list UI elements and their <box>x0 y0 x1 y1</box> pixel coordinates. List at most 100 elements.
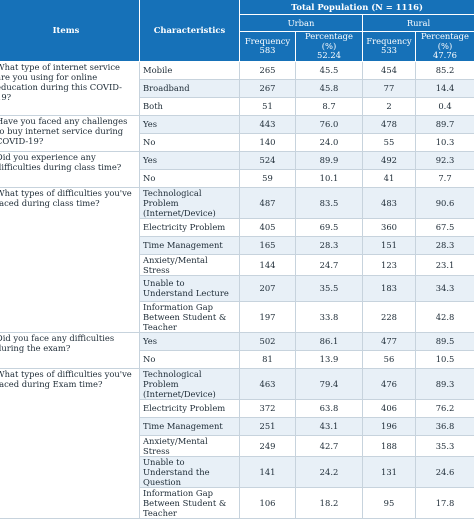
header-rural-frequency-n: 533 <box>381 45 397 55</box>
rural-percentage-cell: 42.8 <box>416 301 474 332</box>
rural-percentage-cell: 0.4 <box>416 97 474 115</box>
urban-frequency-cell: 249 <box>240 435 296 456</box>
rural-frequency-cell: 123 <box>363 254 416 275</box>
urban-percentage-cell: 45.5 <box>296 61 363 79</box>
characteristic-cell: Electricity Problem <box>140 218 240 236</box>
rural-percentage-cell: 36.8 <box>416 417 474 435</box>
rural-frequency-cell: 151 <box>363 236 416 254</box>
rural-frequency-cell: 41 <box>363 169 416 187</box>
rural-percentage-cell: 10.3 <box>416 133 474 151</box>
urban-percentage-cell: 45.8 <box>296 79 363 97</box>
urban-frequency-cell: 265 <box>240 61 296 79</box>
characteristic-cell: Yes <box>140 151 240 169</box>
characteristic-cell: Anxiety/Mental Stress <box>140 254 240 275</box>
question-cell: What type of internet service are you us… <box>0 61 140 115</box>
header-urban-frequency-n: 583 <box>260 45 276 55</box>
table-row: Did you experience any difficulties duri… <box>0 151 474 169</box>
table-row: What types of difficulties you've faced … <box>0 187 474 218</box>
urban-frequency-cell: 251 <box>240 417 296 435</box>
characteristic-cell: Time Management <box>140 417 240 435</box>
characteristic-cell: No <box>140 169 240 187</box>
characteristic-cell: Technological Problem (Internet/Device) <box>140 187 240 218</box>
urban-frequency-cell: 106 <box>240 487 296 518</box>
urban-frequency-cell: 144 <box>240 254 296 275</box>
question-cell: Did you experience any difficulties duri… <box>0 151 140 187</box>
urban-frequency-cell: 165 <box>240 236 296 254</box>
rural-frequency-cell: 196 <box>363 417 416 435</box>
characteristic-cell: No <box>140 350 240 368</box>
rural-frequency-cell: 183 <box>363 275 416 301</box>
characteristic-cell: Information Gap Between Student & Teache… <box>140 487 240 518</box>
rural-frequency-cell: 483 <box>363 187 416 218</box>
rural-frequency-cell: 228 <box>363 301 416 332</box>
urban-percentage-cell: 24.2 <box>296 456 363 487</box>
rural-frequency-cell: 95 <box>363 487 416 518</box>
urban-frequency-cell: 405 <box>240 218 296 236</box>
question-cell: What types of difficulties you've faced … <box>0 368 140 518</box>
urban-percentage-cell: 28.3 <box>296 236 363 254</box>
characteristic-cell: Broadband <box>140 79 240 97</box>
rural-percentage-cell: 23.1 <box>416 254 474 275</box>
rural-frequency-cell: 188 <box>363 435 416 456</box>
rural-percentage-cell: 17.8 <box>416 487 474 518</box>
rural-percentage-cell: 89.5 <box>416 332 474 350</box>
rural-frequency-cell: 131 <box>363 456 416 487</box>
urban-percentage-cell: 63.8 <box>296 399 363 417</box>
urban-percentage-cell: 76.0 <box>296 115 363 133</box>
rural-frequency-cell: 77 <box>363 79 416 97</box>
rural-percentage-cell: 24.6 <box>416 456 474 487</box>
rural-percentage-cell: 92.3 <box>416 151 474 169</box>
rural-percentage-cell: 34.3 <box>416 275 474 301</box>
urban-percentage-cell: 89.9 <box>296 151 363 169</box>
urban-frequency-cell: 207 <box>240 275 296 301</box>
urban-frequency-cell: 443 <box>240 115 296 133</box>
characteristic-cell: No <box>140 133 240 151</box>
header-items: Items <box>0 0 140 61</box>
rural-percentage-cell: 85.2 <box>416 61 474 79</box>
rural-frequency-cell: 2 <box>363 97 416 115</box>
urban-frequency-cell: 59 <box>240 169 296 187</box>
table-header: Items Characteristics Total Population (… <box>0 0 474 61</box>
urban-percentage-cell: 13.9 <box>296 350 363 368</box>
urban-frequency-cell: 140 <box>240 133 296 151</box>
urban-frequency-cell: 141 <box>240 456 296 487</box>
urban-percentage-cell: 10.1 <box>296 169 363 187</box>
header-total-population: Total Population (N = 1116) <box>240 0 474 15</box>
characteristic-cell: Yes <box>140 115 240 133</box>
rural-percentage-cell: 28.3 <box>416 236 474 254</box>
rural-percentage-cell: 76.2 <box>416 399 474 417</box>
header-rural-percentage-n: 47.76 <box>433 50 457 60</box>
urban-percentage-cell: 69.5 <box>296 218 363 236</box>
table-row: What types of difficulties you've faced … <box>0 368 474 399</box>
urban-frequency-cell: 524 <box>240 151 296 169</box>
rural-frequency-cell: 492 <box>363 151 416 169</box>
characteristic-cell: Unable to Understand Lecture <box>140 275 240 301</box>
urban-percentage-cell: 24.7 <box>296 254 363 275</box>
question-cell: Have you faced any challenges to buy int… <box>0 115 140 151</box>
characteristic-cell: Anxiety/Mental Stress <box>140 435 240 456</box>
characteristic-cell: Unable to Understand the Question <box>140 456 240 487</box>
rural-frequency-cell: 454 <box>363 61 416 79</box>
urban-frequency-cell: 267 <box>240 79 296 97</box>
header-urban-percentage: Percentage (%)52.24 <box>296 32 363 62</box>
characteristic-cell: Electricity Problem <box>140 399 240 417</box>
characteristic-cell: Both <box>140 97 240 115</box>
urban-frequency-cell: 81 <box>240 350 296 368</box>
urban-percentage-cell: 33.8 <box>296 301 363 332</box>
urban-percentage-cell: 79.4 <box>296 368 363 399</box>
urban-percentage-cell: 35.5 <box>296 275 363 301</box>
header-rural-percentage: Percentage (%)47.76 <box>416 32 474 62</box>
urban-percentage-cell: 86.1 <box>296 332 363 350</box>
table-row: Have you faced any challenges to buy int… <box>0 115 474 133</box>
urban-frequency-cell: 372 <box>240 399 296 417</box>
rural-frequency-cell: 406 <box>363 399 416 417</box>
rural-percentage-cell: 10.5 <box>416 350 474 368</box>
header-urban-percentage-label: Percentage (%) <box>305 32 353 51</box>
rural-percentage-cell: 35.3 <box>416 435 474 456</box>
table-row: Did you face any difficulties during the… <box>0 332 474 350</box>
rural-frequency-cell: 55 <box>363 133 416 151</box>
rural-percentage-cell: 90.6 <box>416 187 474 218</box>
urban-frequency-cell: 487 <box>240 187 296 218</box>
